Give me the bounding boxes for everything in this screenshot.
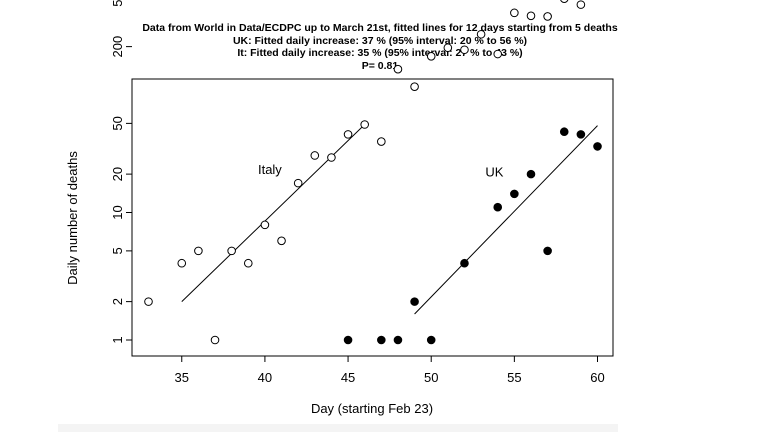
y-tick-label: 50 [110, 116, 125, 130]
italy-data-point [393, 64, 403, 74]
italy-data-point [360, 120, 369, 129]
italy-data-point [510, 8, 519, 18]
uk-data-point [559, 127, 569, 137]
italy-data-point [460, 45, 469, 55]
chart-subtitle-uk: UK: Fitted daily increase: 37 % (95% int… [232, 34, 528, 47]
uk-data-point [593, 142, 602, 151]
italy-data-point [144, 297, 153, 306]
italy-data-point [243, 258, 253, 268]
italy-data-point [210, 335, 220, 345]
uk-data-point [493, 202, 503, 212]
uk-data-point [526, 169, 536, 179]
italy-data-point [260, 220, 270, 230]
uk-data-point [426, 335, 436, 345]
uk-data-point [510, 189, 519, 199]
y-tick-label: 20 [110, 167, 125, 181]
italy-data-point [194, 246, 203, 256]
italy-data-point [310, 151, 320, 160]
italy-data-point [277, 236, 286, 246]
italy-data-point [493, 49, 503, 59]
y-axis-title: Daily number of deaths [65, 151, 80, 285]
y-tick-label: 500 [110, 0, 125, 7]
x-axis: 35 40 45 50 55 60 [175, 356, 605, 385]
x-tick-label: 35 [175, 370, 189, 385]
uk-data-point [543, 246, 552, 256]
y-axis: 1 2 5 10 20 50 200 500 [110, 0, 132, 344]
italy-data-point [343, 130, 353, 139]
italy-data-point [327, 153, 336, 162]
uk-fit-line [414, 125, 598, 315]
italy-data-point [476, 29, 486, 39]
uk-data-point [393, 335, 403, 345]
y-tick-label: 200 [110, 36, 125, 58]
chart-title: Data from World in Data/ECDPC up to Marc… [142, 22, 618, 34]
chart-subtitle-p-value: P= 0.81 [361, 59, 399, 72]
uk-data-point [377, 335, 386, 345]
italy-data-point [177, 258, 187, 268]
italy-data-point [426, 51, 436, 61]
italy-data-point [293, 178, 303, 188]
x-tick-label: 45 [341, 370, 355, 385]
italy-fit-line [181, 124, 366, 302]
italy-data-point [576, 0, 586, 9]
italy-data-point [227, 246, 236, 256]
y-tick-label: 5 [110, 247, 125, 254]
italy-data-point [560, 0, 569, 4]
italy-data-point [526, 11, 536, 21]
x-tick-label: 50 [424, 370, 438, 385]
italy-data-point [410, 82, 419, 91]
series-label-italy: Italy [258, 162, 282, 177]
x-tick-label: 55 [507, 370, 521, 385]
x-tick-label: 60 [590, 370, 604, 385]
plot-frame [131, 78, 614, 357]
x-axis-title: Day (starting Feb 23) [311, 401, 433, 416]
uk-data-point [576, 130, 586, 139]
uk-data-point [460, 258, 469, 268]
italy-data-point [543, 12, 552, 21]
y-tick-label: 2 [110, 298, 125, 305]
y-tick-label: 1 [110, 336, 125, 343]
italy-data-point [443, 43, 453, 53]
x-tick-label: 40 [258, 370, 272, 385]
y-tick-label: 10 [110, 205, 125, 219]
series-label-uk: UK [485, 164, 503, 179]
italy-data-point [377, 137, 386, 146]
uk-data-point [343, 335, 353, 345]
data-marks: Italy UK [144, 0, 602, 345]
bottom-band [58, 424, 618, 432]
uk-data-point [410, 297, 419, 306]
